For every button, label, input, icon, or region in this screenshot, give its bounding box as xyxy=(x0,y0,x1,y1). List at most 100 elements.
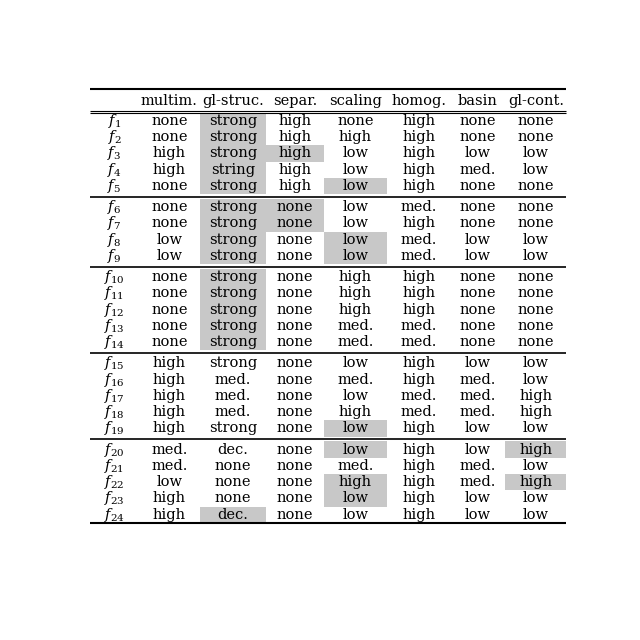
Text: low: low xyxy=(342,233,369,246)
Text: none: none xyxy=(460,179,496,193)
Bar xyxy=(324,248,387,264)
Bar xyxy=(200,215,266,232)
Text: strong: strong xyxy=(209,147,257,161)
Text: high: high xyxy=(339,303,372,317)
Text: $f_5$: $f_5$ xyxy=(108,177,122,195)
Bar xyxy=(200,506,266,523)
Text: high: high xyxy=(403,356,435,371)
Text: high: high xyxy=(278,114,312,128)
Text: none: none xyxy=(151,179,188,193)
Bar xyxy=(200,285,266,301)
Text: low: low xyxy=(156,475,182,489)
Text: none: none xyxy=(151,335,188,349)
Text: none: none xyxy=(276,421,313,435)
Text: high: high xyxy=(278,130,312,144)
Text: $f_2$: $f_2$ xyxy=(108,128,122,146)
Text: med.: med. xyxy=(151,443,188,456)
Text: strong: strong xyxy=(209,179,257,193)
Text: high: high xyxy=(403,508,435,522)
Bar xyxy=(266,215,324,232)
Bar xyxy=(200,113,266,129)
Text: $f_{10}$: $f_{10}$ xyxy=(104,268,125,286)
Text: $f_7$: $f_7$ xyxy=(108,214,122,232)
Bar xyxy=(200,248,266,264)
Text: $f_{24}$: $f_{24}$ xyxy=(104,506,125,524)
Text: med.: med. xyxy=(460,459,496,473)
Text: high: high xyxy=(339,286,372,300)
Text: high: high xyxy=(339,270,372,284)
Text: none: none xyxy=(151,114,188,128)
Text: none: none xyxy=(460,130,496,144)
Text: strong: strong xyxy=(209,249,257,263)
Text: strong: strong xyxy=(209,356,257,371)
Text: none: none xyxy=(518,286,554,300)
Text: low: low xyxy=(523,508,548,522)
Bar xyxy=(266,199,324,215)
Text: none: none xyxy=(276,475,313,489)
Text: none: none xyxy=(460,270,496,284)
Text: low: low xyxy=(342,147,369,161)
Text: low: low xyxy=(342,216,369,230)
Text: low: low xyxy=(465,421,491,435)
Bar xyxy=(200,318,266,334)
Text: low: low xyxy=(523,147,548,161)
Text: med.: med. xyxy=(460,475,496,489)
Text: high: high xyxy=(153,163,186,177)
Text: multim.: multim. xyxy=(141,94,198,108)
Text: $f_{19}$: $f_{19}$ xyxy=(104,419,125,437)
Text: basin: basin xyxy=(458,94,498,108)
Text: high: high xyxy=(153,389,186,403)
Text: none: none xyxy=(151,130,188,144)
Text: $f_{23}$: $f_{23}$ xyxy=(104,490,125,508)
Text: med.: med. xyxy=(401,389,437,403)
Bar xyxy=(200,178,266,194)
Text: $f_{16}$: $f_{16}$ xyxy=(104,371,125,388)
Text: high: high xyxy=(153,147,186,161)
Text: low: low xyxy=(342,249,369,263)
Text: med.: med. xyxy=(401,405,437,419)
Text: med.: med. xyxy=(214,372,251,387)
Text: none: none xyxy=(460,335,496,349)
Text: low: low xyxy=(465,492,491,506)
Text: strong: strong xyxy=(209,421,257,435)
Text: low: low xyxy=(523,249,548,263)
Text: none: none xyxy=(518,216,554,230)
Text: high: high xyxy=(403,475,435,489)
Text: $f_3$: $f_3$ xyxy=(108,145,122,163)
Text: none: none xyxy=(151,270,188,284)
Text: strong: strong xyxy=(209,130,257,144)
Text: $f_8$: $f_8$ xyxy=(108,230,122,249)
Text: $f_{15}$: $f_{15}$ xyxy=(104,355,125,372)
Text: med.: med. xyxy=(460,163,496,177)
Text: low: low xyxy=(465,147,491,161)
Text: separ.: separ. xyxy=(273,94,317,108)
Text: med.: med. xyxy=(401,335,437,349)
Bar xyxy=(324,232,387,248)
Text: none: none xyxy=(276,249,313,263)
Text: $f_9$: $f_9$ xyxy=(108,247,122,265)
Text: low: low xyxy=(342,163,369,177)
Text: high: high xyxy=(403,459,435,473)
Text: low: low xyxy=(465,356,491,371)
Text: high: high xyxy=(403,179,435,193)
Bar xyxy=(324,178,387,194)
Bar xyxy=(200,334,266,350)
Text: high: high xyxy=(339,475,372,489)
Text: none: none xyxy=(518,130,554,144)
Text: med.: med. xyxy=(401,249,437,263)
Text: dec.: dec. xyxy=(218,508,248,522)
Bar xyxy=(200,161,266,178)
Text: strong: strong xyxy=(209,114,257,128)
Text: high: high xyxy=(153,405,186,419)
Text: none: none xyxy=(276,372,313,387)
Text: high: high xyxy=(519,389,552,403)
Text: med.: med. xyxy=(214,389,251,403)
Text: high: high xyxy=(403,114,435,128)
Bar xyxy=(324,442,387,458)
Text: $f_{21}$: $f_{21}$ xyxy=(104,457,124,475)
Bar xyxy=(200,269,266,285)
Text: low: low xyxy=(156,233,182,246)
Text: $f_{20}$: $f_{20}$ xyxy=(104,440,125,459)
Text: med.: med. xyxy=(401,233,437,246)
Text: high: high xyxy=(403,372,435,387)
